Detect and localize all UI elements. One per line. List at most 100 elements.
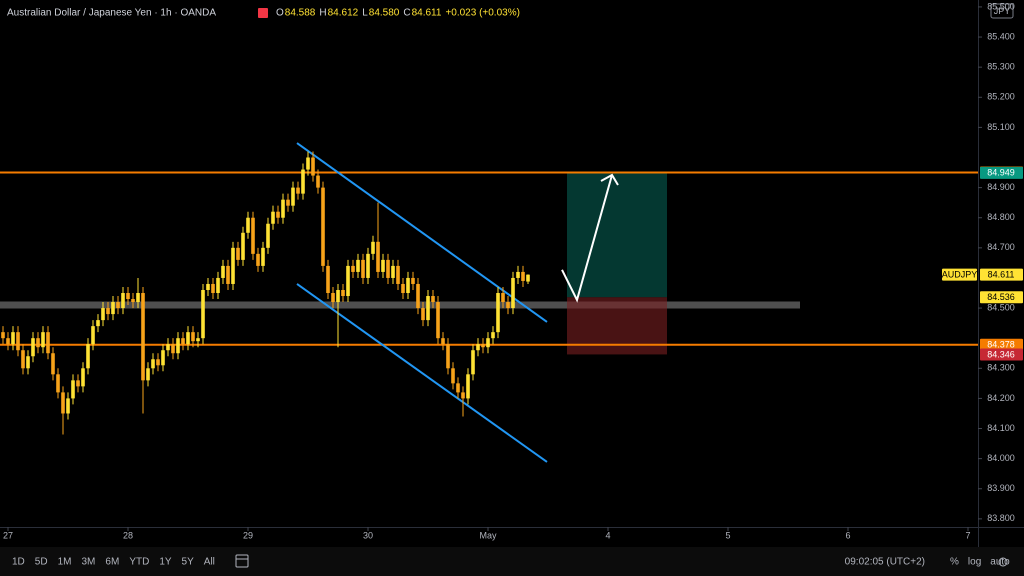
interval-button[interactable]: YTD <box>129 557 149 568</box>
candle-body <box>56 374 60 393</box>
candle-body <box>326 265 330 294</box>
candle-body <box>231 247 235 284</box>
clock: 09:02:05 (UTC+2) <box>845 557 925 568</box>
ohlc-key: H <box>319 8 326 19</box>
candle-body <box>136 293 140 303</box>
candle-body <box>426 296 430 321</box>
candle-body <box>441 338 445 345</box>
candle-body <box>351 265 355 272</box>
candle-body <box>126 293 130 300</box>
candle-body <box>251 217 255 254</box>
alert-icon[interactable] <box>258 8 268 18</box>
candle-body <box>391 265 395 278</box>
y-tick-label: 84.800 <box>987 212 1015 222</box>
candle-body <box>101 308 105 321</box>
candle-body <box>186 332 190 345</box>
candle-body <box>11 332 15 345</box>
axis-option[interactable]: log <box>968 557 981 568</box>
candle-body <box>456 383 460 393</box>
y-tick-label: 84.000 <box>987 453 1015 463</box>
price-label-bg <box>980 268 1023 281</box>
interval-button[interactable]: 5Y <box>182 557 195 568</box>
candle-body <box>286 199 290 206</box>
candle-body <box>206 283 210 291</box>
interval-button[interactable]: 1Y <box>159 557 172 568</box>
candle-body <box>61 392 65 414</box>
interval-button[interactable]: 3M <box>82 557 96 568</box>
candle-body <box>501 293 505 303</box>
stop-zone <box>567 297 667 355</box>
interval-button[interactable]: 1D <box>12 557 25 568</box>
price-label-bg <box>980 166 1023 179</box>
price-label: 84.378 <box>987 340 1015 350</box>
symbol-tag-bg <box>942 268 977 281</box>
candle-body <box>21 350 25 369</box>
currency-badge[interactable] <box>990 3 1014 19</box>
candle-body <box>306 157 310 170</box>
candle-body <box>31 338 35 357</box>
price-label-bg <box>980 348 1023 361</box>
candle-body <box>201 290 205 339</box>
candle-body <box>276 211 280 218</box>
candle-body <box>211 283 215 294</box>
candle-body <box>311 157 315 176</box>
settings-icon[interactable] <box>998 557 1008 567</box>
candle-body <box>76 380 80 387</box>
candle-body <box>121 293 125 309</box>
candle-body <box>461 392 465 399</box>
axis-option[interactable]: % <box>950 557 959 568</box>
candle-body <box>301 169 305 194</box>
candle-body <box>116 302 120 309</box>
interval-button[interactable]: 6M <box>105 557 119 568</box>
candle-body <box>81 368 85 387</box>
candle-body <box>1 332 5 339</box>
candle-body <box>151 359 155 369</box>
candle-body <box>96 320 100 327</box>
interval-button[interactable]: 5D <box>35 557 48 568</box>
candle-body <box>236 247 240 260</box>
change: +0.023 (+0.03%) <box>445 8 520 19</box>
bottom-toolbar <box>0 547 1024 576</box>
date-range-icon[interactable] <box>235 554 249 568</box>
candle-body <box>66 398 70 414</box>
candle-body <box>6 338 10 345</box>
candle-body <box>511 277 515 309</box>
axis-option[interactable]: auto <box>990 557 1010 568</box>
price-label-bg <box>980 291 1023 304</box>
candle-body <box>336 290 340 303</box>
candle-body <box>181 338 185 345</box>
candle-body <box>506 302 510 309</box>
y-tick-label: 84.500 <box>987 302 1015 312</box>
ohlc-value: 84.580 <box>369 8 400 19</box>
candle-body <box>356 259 360 272</box>
candle-body <box>366 253 370 278</box>
ohlc-value: 84.612 <box>328 8 359 19</box>
candle-body <box>386 259 390 278</box>
symbol-tag: AUDJPY <box>942 270 978 280</box>
price-label: 84.536 <box>987 292 1015 302</box>
candle-body <box>246 217 250 233</box>
candle-body <box>421 308 425 321</box>
price-label-bg <box>980 338 1023 351</box>
candle-body <box>341 290 345 297</box>
y-tick-label: 85.200 <box>987 92 1015 102</box>
arrow-head <box>600 173 619 186</box>
plot-area <box>0 142 978 463</box>
candle-body <box>111 302 115 315</box>
candle-body <box>526 274 530 282</box>
candle-body <box>521 271 525 281</box>
candle-body <box>451 368 455 384</box>
candle-body <box>361 259 365 278</box>
candle-body <box>261 247 265 266</box>
candle-body <box>281 199 285 218</box>
candle-body <box>216 277 220 294</box>
candle-body <box>161 350 165 366</box>
y-tick-label: 85.500 <box>987 1 1015 11</box>
ohlc-key: C <box>403 8 410 19</box>
x-tick-label: 30 <box>363 530 373 540</box>
interval-button[interactable]: 1M <box>58 557 72 568</box>
interval-button[interactable]: All <box>204 557 215 568</box>
candle-body <box>316 175 320 188</box>
candle-body <box>176 338 180 354</box>
candle-body <box>381 259 385 272</box>
